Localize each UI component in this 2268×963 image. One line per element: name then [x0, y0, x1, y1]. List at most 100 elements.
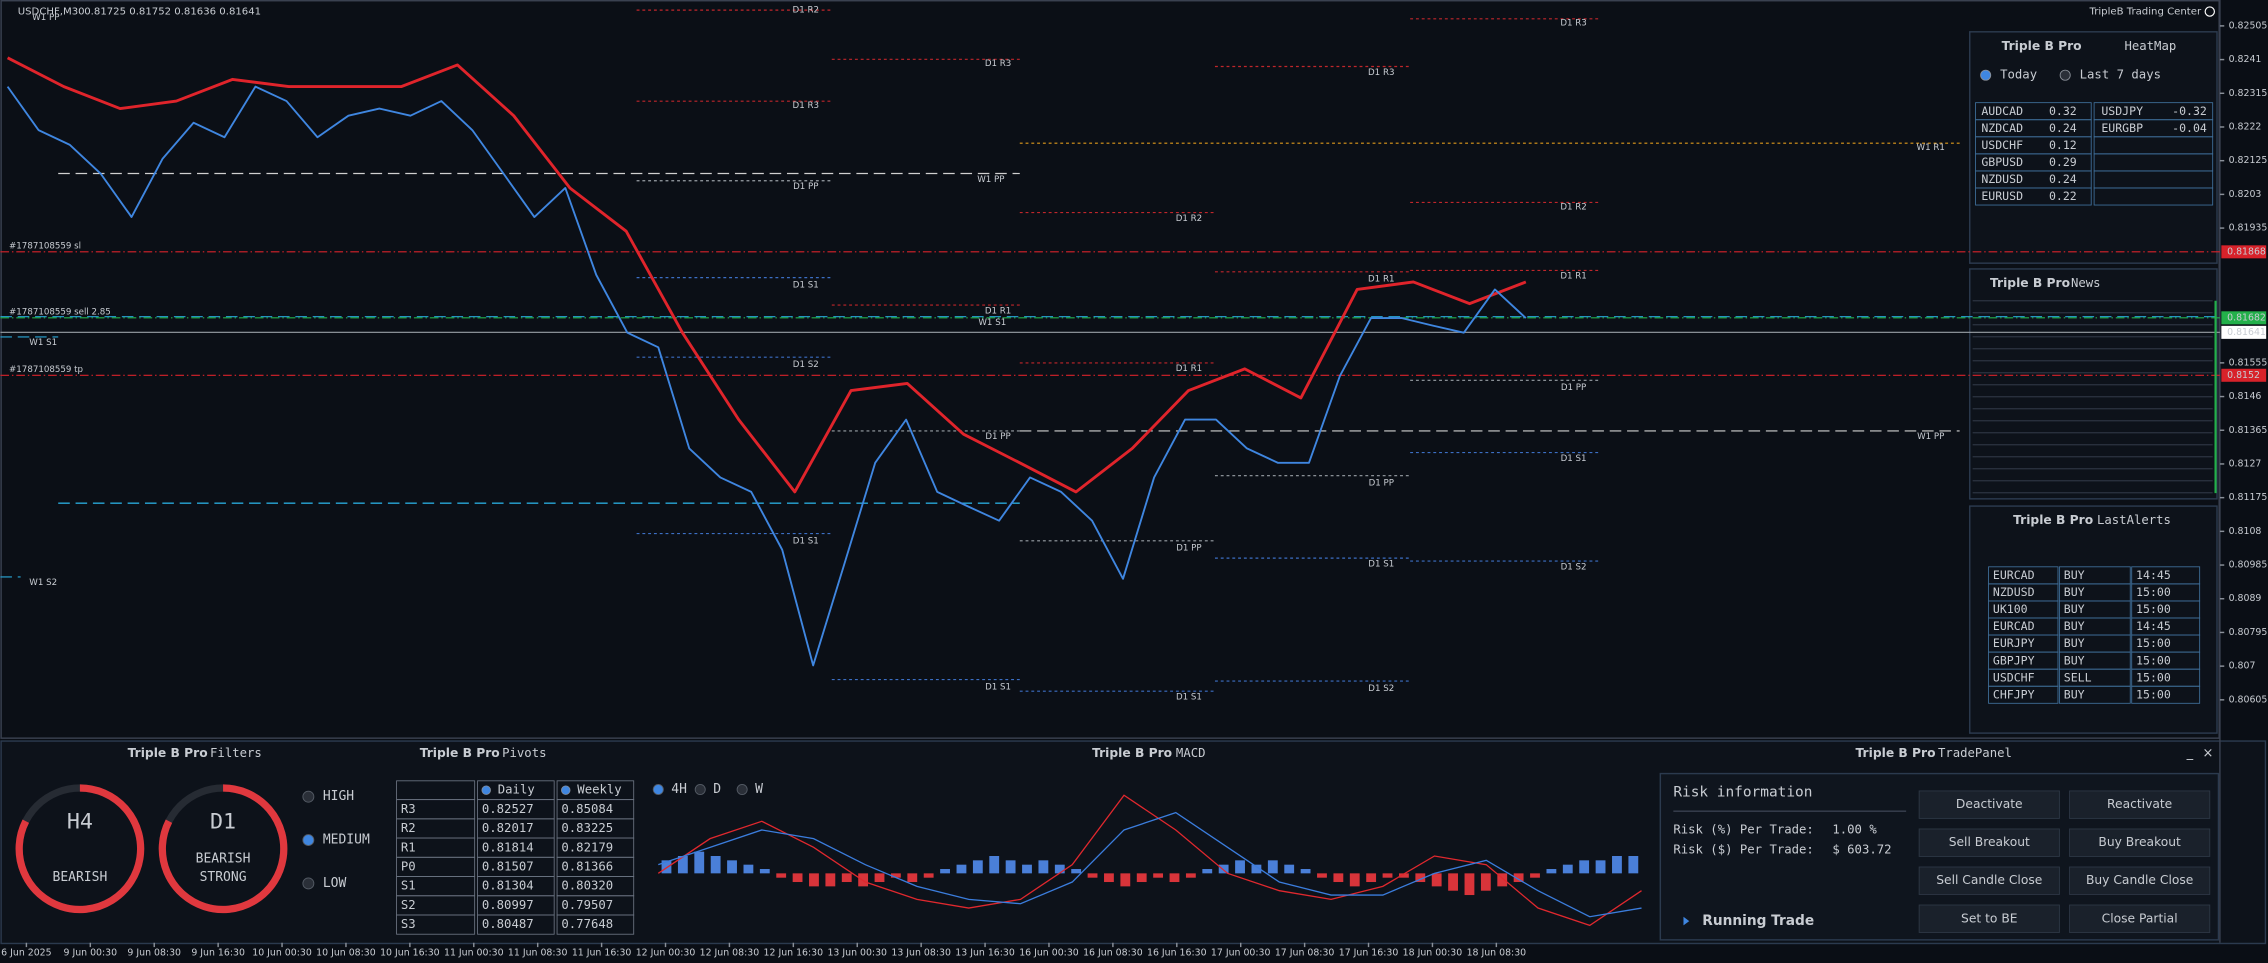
level-label: D1 R1 — [1368, 275, 1394, 285]
heatmap-pair: NZDCAD — [1981, 121, 2023, 135]
level-label: W1 S1 — [978, 318, 1006, 328]
alert-text: EURJPY — [1993, 636, 2035, 650]
pivot-text: 0.80487 — [482, 917, 534, 931]
macd-bar — [956, 864, 967, 874]
alert-text: CHFJPY — [1993, 687, 2035, 701]
trade-button[interactable] — [2069, 904, 2211, 933]
macd-bar — [694, 851, 705, 874]
macd-bar — [809, 873, 819, 887]
x-tick-label: 12 Jun 16:30 — [764, 947, 824, 958]
heatmap-value: 0.22 — [2049, 189, 2077, 203]
y-tick-label: 0.80605 — [2229, 694, 2268, 705]
trade-button[interactable] — [1918, 828, 2060, 857]
filter-radio[interactable] — [302, 790, 315, 803]
macd-bar — [1530, 873, 1540, 878]
pivot-text: S2 — [401, 898, 416, 912]
heatmap-pair: EURGBP — [2101, 121, 2143, 135]
price-marker-label: 0.81868 — [2227, 246, 2266, 257]
alert-text: EURCAD — [1993, 568, 2035, 582]
level-label: D1 R2 — [1176, 214, 1202, 224]
alert-text: SELL — [2064, 670, 2092, 684]
panel-title: MACD — [1176, 746, 1206, 760]
gauge-arc — [158, 784, 288, 914]
trade-button[interactable] — [2069, 866, 2211, 895]
macd-bar — [940, 869, 950, 874]
pivot-text: 0.81304 — [482, 879, 534, 893]
x-tick-label: 16 Jun 08:30 — [1083, 947, 1143, 958]
macd-bar — [1218, 864, 1229, 874]
panel-brand: Triple B Pro — [2002, 39, 2082, 53]
trade-button[interactable] — [1918, 866, 2060, 895]
price-marker — [2221, 368, 2267, 382]
macd-bar — [1300, 869, 1311, 874]
minimize-button: _ — [2186, 746, 2194, 761]
tf-label: D — [713, 782, 721, 797]
macd-bar — [1169, 873, 1180, 883]
alert-text: 15:00 — [2136, 636, 2171, 650]
panel-title: Filters — [210, 746, 262, 760]
trade-button[interactable] — [2069, 790, 2211, 819]
tf-radio[interactable] — [652, 783, 664, 795]
smiley-icon — [2204, 6, 2215, 17]
price-marker — [2221, 311, 2267, 325]
macd-bar — [890, 873, 901, 878]
tf-radio[interactable] — [694, 783, 706, 795]
filter-radio[interactable] — [302, 877, 315, 890]
alert-text: BUY — [2064, 568, 2085, 582]
macd-bar — [1366, 873, 1377, 883]
trade-button-label: Buy Breakout — [2098, 835, 2181, 849]
pivot-radio[interactable] — [561, 785, 571, 795]
y-tick-label: 0.81935 — [2229, 223, 2268, 234]
alert-text: 15:00 — [2136, 653, 2171, 667]
level-label: W1 PP — [977, 175, 1004, 185]
panel-brand: Triple B Pro — [1856, 746, 1936, 760]
alert-text: NZDUSD — [1993, 585, 2035, 599]
y-tick-label: 0.8222 — [2229, 121, 2262, 132]
x-tick-label: 18 Jun 00:30 — [1403, 947, 1463, 958]
heatmap-pair: NZDUSD — [1981, 172, 2023, 186]
pivot-radio[interactable] — [481, 785, 491, 795]
level-label: W1 PP — [1917, 432, 1944, 442]
heatmap-value: -0.32 — [2172, 104, 2207, 118]
tab-label: Today — [2000, 68, 2037, 82]
level-label: D1 R1 — [1560, 272, 1586, 282]
macd-bar — [1022, 864, 1032, 874]
symbol: USDCHF,M30 — [18, 7, 85, 18]
trade-button-label: Close Partial — [2102, 911, 2178, 925]
macd-bar — [1071, 869, 1082, 874]
filter-label: HIGH — [323, 789, 354, 804]
macd-bar — [874, 873, 885, 883]
macd-bar — [759, 869, 770, 874]
filter-radio[interactable] — [302, 834, 315, 847]
trade-button[interactable] — [1918, 904, 2060, 933]
heatmap-value: 0.29 — [2049, 155, 2077, 169]
pivot-text: 0.82179 — [561, 840, 613, 854]
x-tick-label: 10 Jun 08:30 — [316, 947, 376, 958]
x-tick-label: 11 Jun 00:30 — [444, 947, 504, 958]
trade-button[interactable] — [1918, 790, 2060, 819]
macd-bar — [1153, 873, 1164, 878]
heatmap-panel — [1969, 31, 2218, 264]
level-label: W1 R1 — [1917, 143, 1945, 153]
tab-radio[interactable] — [1980, 69, 1992, 81]
level-label: D1 S1 — [1368, 559, 1394, 569]
pivot-text: 0.83225 — [561, 821, 613, 835]
y-tick-label: 0.8127 — [2229, 458, 2262, 469]
trade-button[interactable] — [2069, 828, 2211, 857]
tab-radio[interactable] — [2059, 69, 2071, 81]
tf-radio[interactable] — [736, 783, 748, 795]
y-tick-label: 0.81555 — [2229, 357, 2268, 368]
x-tick-label: 11 Jun 08:30 — [508, 947, 568, 958]
x-tick-label: 13 Jun 16:30 — [955, 947, 1015, 958]
level-label: D1 PP — [1369, 478, 1394, 488]
alert-text: 14:45 — [2136, 568, 2171, 582]
macd-line — [657, 794, 1642, 927]
y-tick-label: 0.82125 — [2229, 155, 2268, 166]
macd-bar — [1136, 873, 1147, 883]
heatmap-value: 0.24 — [2049, 121, 2077, 135]
heatmap-value: 0.24 — [2049, 172, 2077, 186]
macd-bar — [907, 873, 918, 883]
heatmap-value: 0.12 — [2049, 138, 2077, 152]
gauge-arc — [15, 784, 145, 914]
pivot-text: R2 — [401, 821, 416, 835]
